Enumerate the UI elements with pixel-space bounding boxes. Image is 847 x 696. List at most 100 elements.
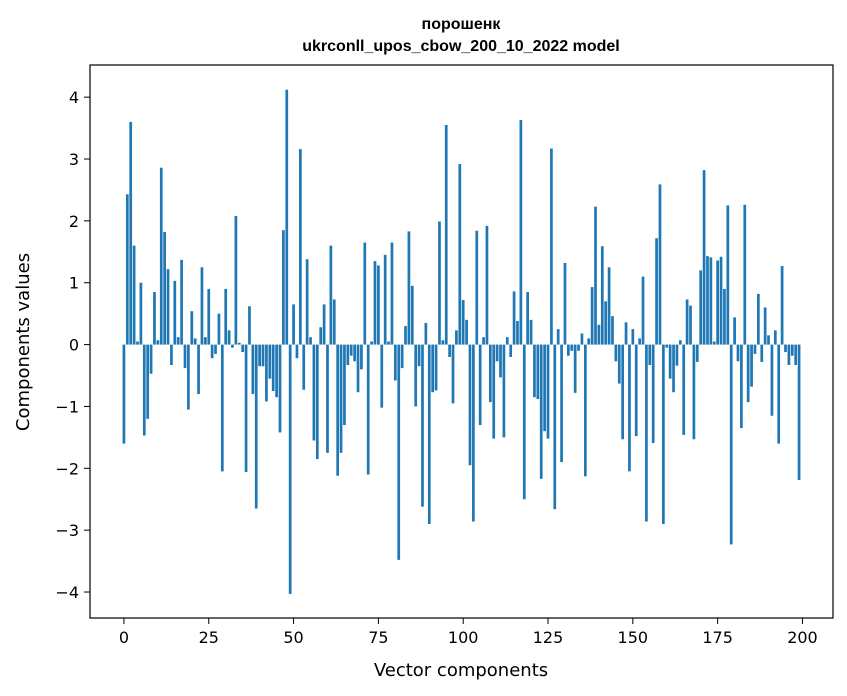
bar bbox=[488, 344, 492, 403]
bar bbox=[553, 344, 557, 510]
bar bbox=[373, 261, 377, 345]
bar bbox=[550, 148, 553, 345]
bar bbox=[743, 204, 747, 345]
bar bbox=[563, 262, 567, 345]
bar bbox=[709, 257, 713, 345]
bar bbox=[336, 344, 340, 476]
bar bbox=[546, 344, 550, 439]
bar bbox=[604, 301, 608, 345]
x-tick-label: 25 bbox=[199, 628, 219, 647]
bar bbox=[773, 330, 777, 345]
bar bbox=[767, 335, 770, 345]
y-axis-label: Components values bbox=[13, 253, 34, 431]
bar bbox=[309, 337, 312, 345]
bar bbox=[156, 340, 160, 345]
bar bbox=[495, 344, 499, 362]
bar bbox=[343, 344, 346, 426]
bar bbox=[573, 344, 577, 393]
bar bbox=[366, 344, 370, 475]
bar bbox=[628, 344, 631, 472]
bar bbox=[295, 344, 299, 359]
bar bbox=[302, 344, 306, 390]
bar bbox=[740, 344, 743, 429]
bar bbox=[736, 344, 740, 362]
y-tick-label: 2 bbox=[69, 212, 79, 231]
chart-title: порошенк bbox=[422, 16, 502, 33]
bar bbox=[655, 238, 658, 345]
bar bbox=[580, 333, 584, 345]
bar bbox=[726, 205, 730, 345]
bar bbox=[410, 285, 414, 345]
bar bbox=[400, 344, 404, 369]
bar bbox=[265, 344, 268, 402]
bar bbox=[332, 299, 336, 345]
bar bbox=[522, 344, 526, 500]
bar bbox=[617, 344, 621, 384]
bar bbox=[492, 344, 496, 439]
bar bbox=[760, 344, 764, 362]
bar bbox=[611, 316, 614, 345]
bar bbox=[360, 344, 363, 370]
bar bbox=[180, 259, 183, 345]
bar bbox=[455, 330, 458, 345]
bar bbox=[183, 344, 187, 369]
bar bbox=[244, 344, 248, 473]
bar bbox=[668, 344, 672, 379]
bar bbox=[784, 344, 787, 353]
x-tick-label: 150 bbox=[618, 628, 649, 647]
bar bbox=[539, 344, 543, 479]
bar bbox=[288, 344, 292, 594]
bar bbox=[651, 344, 655, 443]
bar bbox=[702, 170, 706, 345]
bar bbox=[465, 319, 468, 345]
bar bbox=[699, 270, 703, 345]
bar bbox=[543, 344, 546, 432]
bar bbox=[248, 306, 251, 345]
bar bbox=[556, 329, 560, 345]
y-tick-label: −2 bbox=[55, 459, 79, 478]
bar bbox=[662, 344, 665, 524]
bar bbox=[427, 344, 431, 524]
bar bbox=[533, 344, 536, 398]
bar bbox=[461, 300, 465, 345]
bar bbox=[485, 225, 489, 345]
bar bbox=[407, 231, 411, 345]
bar bbox=[750, 344, 753, 387]
x-tick-label: 200 bbox=[787, 628, 818, 647]
bar bbox=[227, 330, 231, 345]
bar bbox=[794, 344, 798, 366]
bar bbox=[516, 321, 519, 345]
bar bbox=[706, 256, 709, 345]
bar bbox=[176, 337, 180, 345]
bar bbox=[207, 288, 211, 345]
bar bbox=[326, 344, 329, 453]
bar bbox=[682, 344, 686, 435]
bar bbox=[675, 344, 679, 366]
bar bbox=[672, 344, 675, 393]
bar bbox=[424, 322, 428, 345]
bar bbox=[312, 344, 316, 441]
bar bbox=[634, 344, 638, 437]
bar bbox=[499, 344, 502, 378]
y-tick-label: 1 bbox=[69, 274, 79, 293]
bar bbox=[607, 267, 611, 345]
bar bbox=[777, 344, 781, 444]
bar bbox=[723, 288, 726, 345]
y-axis-ticks: −4 −3 −2 −1 0 1 2 3 4 bbox=[55, 88, 90, 602]
bar bbox=[393, 344, 397, 381]
bar bbox=[583, 344, 587, 477]
bar bbox=[438, 221, 441, 345]
bar bbox=[271, 344, 275, 391]
bar bbox=[224, 288, 228, 345]
bar bbox=[648, 344, 652, 366]
y-tick-label: −1 bbox=[55, 397, 79, 416]
x-tick-label: 50 bbox=[283, 628, 303, 647]
bar bbox=[624, 322, 628, 345]
bar bbox=[370, 341, 373, 345]
x-tick-label: 125 bbox=[533, 628, 564, 647]
y-tick-label: 0 bbox=[69, 336, 79, 355]
x-tick-label: 75 bbox=[368, 628, 388, 647]
bar bbox=[665, 344, 669, 348]
bar bbox=[377, 265, 380, 345]
bar bbox=[560, 344, 563, 463]
